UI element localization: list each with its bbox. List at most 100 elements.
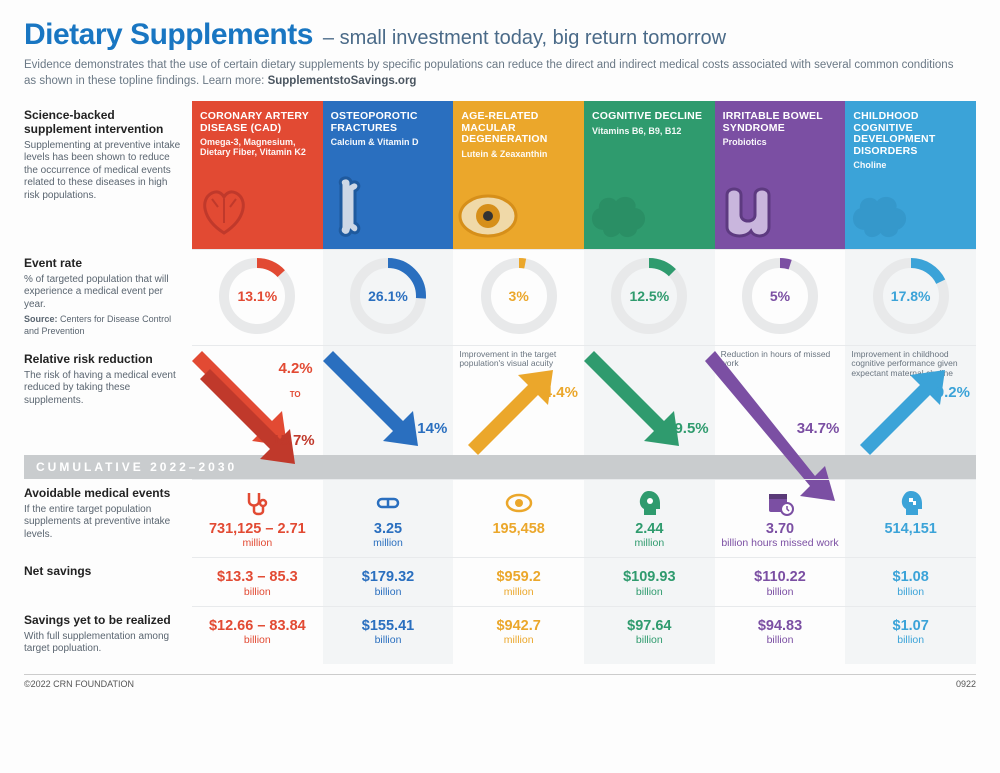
net-value: $109.93: [588, 570, 711, 585]
avoidable-value: 514,151: [849, 522, 972, 537]
learn-more-link[interactable]: SupplementstoSavings.org: [268, 75, 417, 87]
data-grid: Science-backed supplement intervention S…: [24, 101, 976, 664]
event-rate-osteo: 26.1%: [323, 249, 454, 345]
net-value: $959.2: [457, 570, 580, 585]
label-relative-risk: Relative risk reduction The risk of havi…: [24, 345, 192, 455]
head-gear-icon: [588, 488, 711, 518]
supplement-name: Calcium & Vitamin D: [331, 137, 446, 147]
savings-realized-ibs: $94.83 billion: [715, 606, 846, 664]
infographic-page: Dietary Supplements – small investment t…: [0, 0, 1000, 699]
avoidable-amd: 195,458: [453, 479, 584, 558]
risk-reduction-cad: 4.2% TO 15.7%: [192, 345, 323, 455]
risk-reduction-cog: 9.5%: [584, 345, 715, 455]
event-rate-value: 12.5%: [611, 258, 687, 334]
net-unit: billion: [719, 586, 842, 598]
event-rate-ibs: 5%: [715, 249, 846, 345]
pill-icon: [327, 488, 450, 518]
net-unit: billion: [196, 586, 319, 598]
avoidable-value: 731,125 – 2.71: [196, 522, 319, 537]
net-savings-cad: $13.3 – 85.3 billion: [192, 557, 323, 606]
condition-name: CHILDHOOD COGNITIVE DEVELOPMENT DISORDER…: [853, 111, 968, 157]
bone-icon: [323, 173, 454, 243]
donut-chart: 26.1%: [350, 258, 426, 334]
condition-header-osteo: OSTEOPOROTIC FRACTURES Calcium & Vitamin…: [323, 101, 454, 249]
label-intervention: Science-backed supplement intervention S…: [24, 101, 192, 249]
supplement-name: Choline: [853, 160, 968, 170]
event-rate-value: 5%: [742, 258, 818, 334]
event-rate-amd: 3%: [453, 249, 584, 345]
copyright: ©2022 CRN FOUNDATION: [24, 679, 134, 689]
risk-reduction-amd: Improvement in the target population's v…: [453, 345, 584, 455]
donut-chart: 17.8%: [873, 258, 949, 334]
avoidable-unit: billion hours missed work: [719, 537, 842, 549]
heart-icon: [192, 179, 323, 243]
intro-text: Evidence demonstrates that the use of ce…: [24, 58, 964, 89]
realize-value: $12.66 – 83.84: [196, 619, 319, 634]
realize-value: $97.64: [588, 619, 711, 634]
condition-name: CORONARY ARTERY DISEASE (CAD): [200, 111, 315, 134]
page-subtitle: – small investment today, big return tom…: [323, 27, 726, 50]
net-savings-osteo: $179.32 billion: [323, 557, 454, 606]
donut-chart: 5%: [742, 258, 818, 334]
event-rate-value: 13.1%: [219, 258, 295, 334]
risk-reduction-ibs: Reduction in hours of missed work 34.7%: [715, 345, 846, 455]
net-savings-ibs: $110.22 billion: [715, 557, 846, 606]
net-savings-child: $1.08 billion: [845, 557, 976, 606]
label-avoidable: Avoidable medical events If the entire t…: [24, 479, 192, 558]
realize-unit: million: [457, 634, 580, 646]
donut-chart: 13.1%: [219, 258, 295, 334]
condition-header-cad: CORONARY ARTERY DISEASE (CAD) Omega-3, M…: [192, 101, 323, 249]
condition-header-child: CHILDHOOD COGNITIVE DEVELOPMENT DISORDER…: [845, 101, 976, 249]
savings-realized-child: $1.07 billion: [845, 606, 976, 664]
stethoscope-icon: [196, 488, 319, 518]
realize-value: $1.07: [849, 619, 972, 634]
realize-unit: billion: [588, 634, 711, 646]
condition-header-amd: AGE-RELATED MACULAR DEGENERATION Lutein …: [453, 101, 584, 249]
brain-icon: [584, 189, 715, 243]
avoidable-unit: million: [588, 537, 711, 549]
condition-header-cog: COGNITIVE DECLINE Vitamins B6, B9, B12: [584, 101, 715, 249]
calendar-icon: [719, 488, 842, 518]
brain-icon: [845, 189, 976, 243]
condition-name: IRRITABLE BOWEL SYNDROME: [723, 111, 838, 134]
footer-code: 0922: [956, 679, 976, 689]
event-rate-value: 17.8%: [873, 258, 949, 334]
net-savings-amd: $959.2 million: [453, 557, 584, 606]
avoidable-cog: 2.44 million: [584, 479, 715, 558]
event-rate-cad: 13.1%: [192, 249, 323, 345]
avoidable-ibs: 3.70 billion hours missed work: [715, 479, 846, 558]
avoidable-unit: million: [196, 537, 319, 549]
donut-chart: 12.5%: [611, 258, 687, 334]
avoidable-osteo: 3.25 million: [323, 479, 454, 558]
label-net-savings: Net savings: [24, 557, 192, 606]
donut-chart: 3%: [481, 258, 557, 334]
realize-unit: billion: [327, 634, 450, 646]
eye-small-icon: [457, 488, 580, 518]
condition-name: OSTEOPOROTIC FRACTURES: [331, 111, 446, 134]
eye-icon: [453, 189, 584, 243]
risk-reduction-child: Improvement in childhood cognitive perfo…: [845, 345, 976, 455]
label-event-rate: Event rate % of targeted population that…: [24, 249, 192, 345]
avoidable-child: 514,151: [845, 479, 976, 558]
supplement-name: Lutein & Zeaxanthin: [461, 149, 576, 159]
event-rate-cog: 12.5%: [584, 249, 715, 345]
net-value: $110.22: [719, 570, 842, 585]
intestine-icon: [715, 183, 846, 243]
realize-value: $155.41: [327, 619, 450, 634]
avoidable-cad: 731,125 – 2.71 million: [192, 479, 323, 558]
net-savings-cog: $109.93 billion: [584, 557, 715, 606]
avoidable-value: 3.25: [327, 522, 450, 537]
savings-realized-osteo: $155.41 billion: [323, 606, 454, 664]
title-row: Dietary Supplements – small investment t…: [24, 18, 976, 52]
supplement-name: Probiotics: [723, 137, 838, 147]
realize-unit: billion: [196, 634, 319, 646]
avoidable-unit: million: [327, 537, 450, 549]
supplement-name: Omega-3, Magnesium, Dietary Fiber, Vitam…: [200, 137, 315, 158]
head-puzzle-icon: [849, 488, 972, 518]
event-rate-value: 3%: [481, 258, 557, 334]
realize-unit: billion: [849, 634, 972, 646]
savings-realized-amd: $942.7 million: [453, 606, 584, 664]
label-savings-realized: Savings yet to be realized With full sup…: [24, 606, 192, 664]
net-unit: billion: [588, 586, 711, 598]
page-title: Dietary Supplements: [24, 18, 313, 52]
